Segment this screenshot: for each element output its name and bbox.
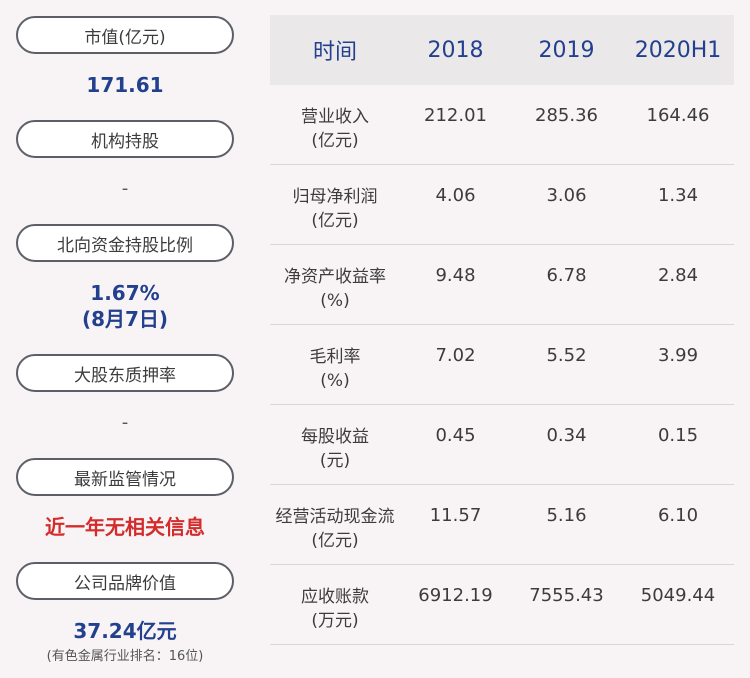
market-cap-label: 市值(亿元) [16, 16, 234, 54]
cell-2020h1: 1.34 [657, 185, 699, 206]
summary-panel: 市值(亿元) 171.61 机构持股 - 北向资金持股比例 1.67% (8月7… [0, 0, 250, 678]
header-2019: 2019 [538, 37, 595, 63]
table-row: 毛利率 (%) 7.02 5.52 3.99 [270, 325, 734, 405]
pledge-rate-value: - [121, 412, 129, 433]
brand-rank-note: (有色金属行业排名：16位) [46, 649, 204, 664]
header-2018: 2018 [427, 37, 484, 63]
cell-2018: 212.01 [424, 105, 487, 126]
pledge-rate-label: 大股东质押率 [16, 354, 234, 392]
cell-2019: 5.16 [546, 505, 587, 526]
row-label: 应收账款 (万元) [301, 587, 369, 631]
table-row: 归母净利润 (亿元) 4.06 3.06 1.34 [270, 165, 734, 245]
cell-2019: 5.52 [546, 345, 587, 366]
row-label: 经营活动现金流 (亿元) [275, 507, 395, 551]
cell-2020h1: 164.46 [646, 105, 710, 126]
institutional-holding-value: - [121, 178, 129, 199]
cell-2019: 285.36 [535, 105, 598, 126]
cell-2019: 7555.43 [529, 585, 604, 606]
header-2020h1: 2020H1 [634, 37, 722, 63]
cell-2018: 7.02 [435, 345, 476, 366]
row-label: 归母净利润 (亿元) [292, 187, 378, 231]
cell-2018: 4.06 [435, 185, 476, 206]
row-label: 营业收入 (亿元) [301, 107, 369, 151]
cell-2019: 0.34 [546, 425, 587, 446]
cell-2018: 6912.19 [418, 585, 493, 606]
brand-value-value: 37.24亿元 [73, 619, 177, 643]
row-label: 毛利率 (%) [309, 347, 361, 391]
table-row: 营业收入 (亿元) 212.01 285.36 164.46 [270, 85, 734, 165]
northbound-holding-value: 1.67% [90, 281, 160, 305]
northbound-holding-label: 北向资金持股比例 [16, 224, 234, 262]
cell-2020h1: 6.10 [657, 505, 699, 526]
cell-2020h1: 2.84 [657, 265, 699, 286]
regulatory-status-value: 近一年无相关信息 [45, 515, 205, 539]
table-row: 应收账款 (万元) 6912.19 7555.43 5049.44 [270, 565, 734, 645]
regulatory-status-label: 最新监管情况 [16, 458, 234, 496]
table-row: 经营活动现金流 (亿元) 11.57 5.16 6.10 [270, 485, 734, 565]
institutional-holding-label: 机构持股 [16, 120, 234, 158]
cell-2019: 6.78 [546, 265, 587, 286]
header-time: 时间 [312, 40, 357, 65]
market-cap-value: 171.61 [86, 73, 164, 97]
cell-2020h1: 5049.44 [640, 585, 716, 606]
cell-2018: 11.57 [429, 505, 482, 526]
brand-value-label: 公司品牌价值 [16, 562, 234, 600]
cell-2020h1: 0.15 [657, 425, 699, 446]
northbound-holding-date: (8月7日) [81, 307, 169, 331]
cell-2018: 9.48 [435, 265, 476, 286]
table-header: 时间 2018 2019 2020H1 [270, 15, 734, 85]
cell-2019: 3.06 [546, 185, 587, 206]
row-label: 每股收益 (元) [301, 427, 369, 471]
financial-table: 时间 2018 2019 2020H1 营业收入 (亿元) 212.01 285.… [270, 15, 734, 645]
cell-2020h1: 3.99 [657, 345, 699, 366]
table-row: 每股收益 (元) 0.45 0.34 0.15 [270, 405, 734, 485]
cell-2018: 0.45 [435, 425, 476, 446]
row-label: 净资产收益率 (%) [284, 267, 386, 311]
table-row: 净资产收益率 (%) 9.48 6.78 2.84 [270, 245, 734, 325]
